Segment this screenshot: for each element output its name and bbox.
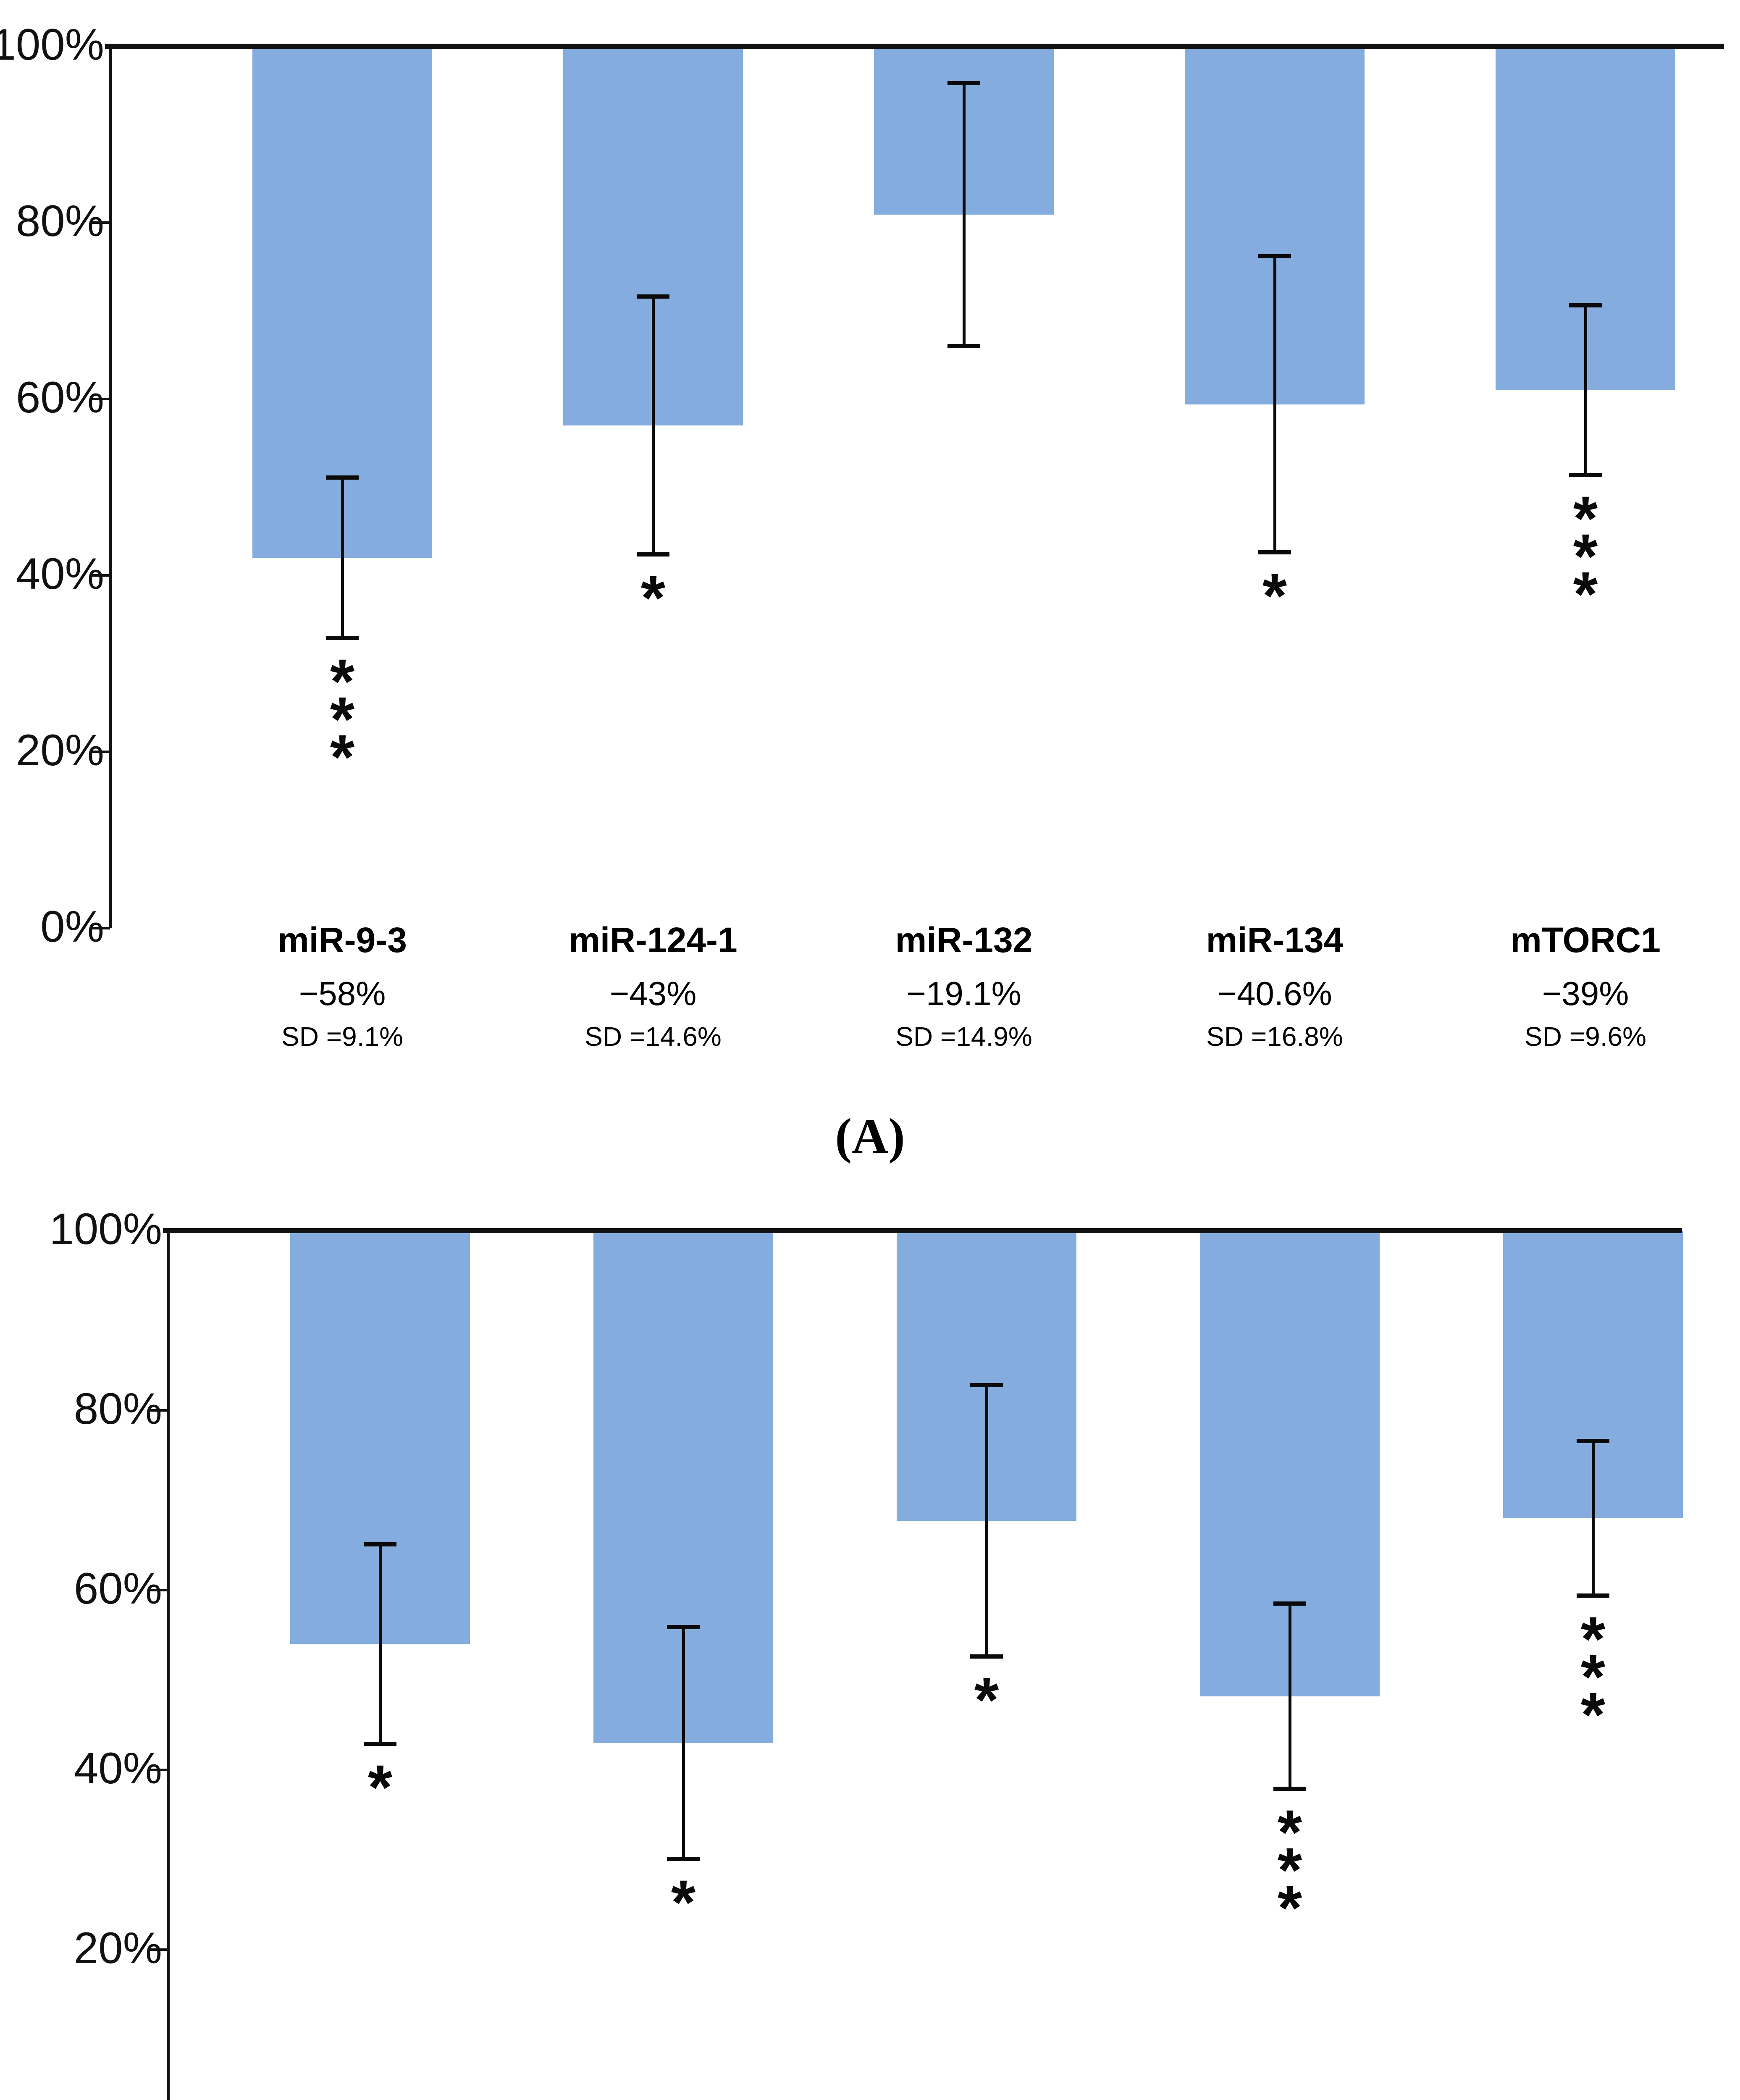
error-bar-cap-top — [364, 1542, 396, 1546]
significance-asterisk: * — [1580, 1603, 1606, 1674]
y-axis-tick-label: 80% — [16, 197, 104, 246]
y-axis-tick — [92, 751, 110, 753]
y-axis-tick — [92, 574, 110, 577]
y-axis-tick — [92, 221, 110, 224]
category-sd-value: SD =14.6% — [585, 1021, 722, 1052]
significance-asterisk: * — [1573, 483, 1598, 554]
significance-asterisk: * — [1580, 1641, 1606, 1712]
error-bar-line — [1273, 256, 1276, 553]
category-label: miR-132 — [895, 920, 1033, 960]
error-bar-cap-bottom — [947, 344, 980, 348]
y-axis-tick — [92, 398, 110, 400]
category-label: miR-124-1 — [569, 920, 737, 960]
y-axis-tick-label: 40% — [73, 1744, 162, 1793]
error-bar-cap-top — [1258, 254, 1291, 258]
y-axis-tick-label: 20% — [16, 726, 104, 775]
category-sd-value: SD =9.1% — [281, 1021, 403, 1052]
category-change-value: −58% — [299, 975, 386, 1012]
error-bar-cap-top — [326, 475, 359, 480]
y-axis-tick — [150, 1948, 168, 1951]
error-bar-cap-top — [667, 1625, 700, 1629]
error-bar-cap-top — [1273, 1601, 1306, 1606]
top-axis-line — [163, 1228, 1682, 1233]
category-label: miR-9-3 — [277, 920, 407, 960]
category-label: miR-134 — [1206, 920, 1344, 960]
significance-asterisk: * — [330, 722, 355, 793]
y-axis-tick — [150, 1769, 168, 1771]
category-sd-value: SD =9.6% — [1525, 1021, 1646, 1052]
error-bar-line — [1289, 1604, 1291, 1789]
error-bar-cap-top — [1569, 303, 1602, 308]
significance-asterisk: * — [671, 1866, 696, 1937]
top-axis-line — [105, 44, 1724, 49]
significance-asterisk: * — [1262, 560, 1287, 631]
error-bar-cap-bottom — [637, 552, 669, 556]
error-bar-cap-bottom — [970, 1654, 1003, 1659]
category-label: mTORC1 — [1510, 920, 1661, 960]
error-bar-line — [963, 83, 966, 346]
error-bar-cap-bottom — [364, 1741, 396, 1746]
significance-asterisk: * — [1277, 1834, 1302, 1905]
y-axis-tick-label: 100% — [0, 20, 104, 69]
significance-asterisk: * — [1277, 1796, 1302, 1867]
category-change-value: −19.1% — [906, 975, 1021, 1012]
error-bar-cap-bottom — [667, 1856, 700, 1861]
y-axis-tick-label: 40% — [16, 549, 104, 598]
error-bar-cap-bottom — [1569, 472, 1602, 477]
error-bar-line — [652, 297, 655, 554]
category-sd-value: SD =16.8% — [1206, 1021, 1343, 1052]
y-axis-tick — [150, 1409, 168, 1412]
error-bar-cap-bottom — [1577, 1593, 1609, 1598]
y-axis-tick-label: 60% — [73, 1564, 162, 1613]
error-bar-line — [379, 1544, 382, 1744]
significance-asterisk: * — [1573, 558, 1598, 629]
error-bar-line — [682, 1627, 685, 1859]
y-axis-tick-label: 20% — [73, 1924, 162, 1973]
error-bar-cap-top — [1577, 1438, 1609, 1443]
category-change-value: −43% — [609, 975, 697, 1012]
category-sd-value: SD =14.9% — [895, 1021, 1032, 1052]
y-axis-tick-label: 100% — [49, 1205, 162, 1254]
error-bar-line — [1592, 1441, 1595, 1596]
y-axis-tick-label: 80% — [73, 1384, 162, 1433]
significance-asterisk: * — [1277, 1872, 1302, 1943]
error-bar-line — [1584, 305, 1587, 475]
error-bar-cap-top — [947, 81, 980, 86]
y-axis-line — [109, 46, 112, 928]
y-axis-tick — [92, 927, 110, 929]
bar-miR-9-3 — [252, 46, 432, 558]
significance-asterisk: * — [367, 1751, 393, 1822]
significance-asterisk: * — [330, 684, 355, 755]
significance-asterisk: * — [330, 646, 355, 717]
category-change-value: −39% — [1542, 975, 1629, 1012]
y-axis-line — [167, 1231, 170, 2100]
significance-asterisk: * — [640, 562, 666, 633]
y-axis-tick-label: 0% — [40, 902, 104, 951]
error-bar-cap-top — [970, 1383, 1003, 1388]
y-axis-tick — [150, 1589, 168, 1591]
significance-asterisk: * — [1573, 520, 1598, 591]
error-bar-cap-top — [637, 294, 669, 299]
error-bar-cap-bottom — [326, 636, 359, 640]
panel-a-caption: (A) — [835, 1108, 905, 1164]
y-axis-tick-label: 60% — [16, 373, 104, 422]
error-bar-line — [341, 477, 344, 638]
category-change-value: −40.6% — [1217, 975, 1332, 1012]
error-bar-line — [985, 1385, 988, 1657]
significance-asterisk: * — [974, 1664, 999, 1735]
significance-asterisk: * — [1580, 1679, 1606, 1750]
error-bar-cap-bottom — [1258, 550, 1291, 555]
error-bar-cap-bottom — [1273, 1786, 1306, 1791]
